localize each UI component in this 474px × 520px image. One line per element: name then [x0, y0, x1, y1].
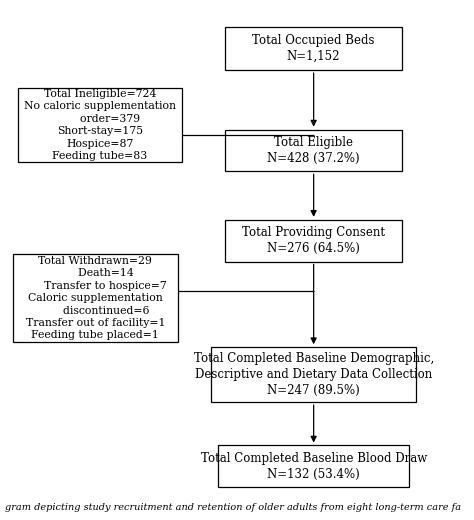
Text: gram depicting study recruitment and retention of older adults from eight long-t: gram depicting study recruitment and ret… — [5, 503, 461, 512]
FancyBboxPatch shape — [226, 129, 402, 171]
Text: Total Providing Consent
N=276 (64.5%): Total Providing Consent N=276 (64.5%) — [242, 226, 385, 255]
FancyBboxPatch shape — [18, 88, 182, 162]
Text: Total Occupied Beds
N=1,152: Total Occupied Beds N=1,152 — [252, 34, 375, 63]
FancyBboxPatch shape — [226, 220, 402, 262]
FancyBboxPatch shape — [13, 254, 178, 342]
Text: Total Completed Baseline Blood Draw
N=132 (53.4%): Total Completed Baseline Blood Draw N=13… — [201, 452, 427, 481]
FancyBboxPatch shape — [226, 27, 402, 70]
FancyBboxPatch shape — [219, 446, 409, 487]
Text: Total Ineligible=724
No caloric supplementation
      order=379
Short-stay=175
H: Total Ineligible=724 No caloric suppleme… — [24, 89, 176, 161]
Text: Total Withdrawn=29
      Death=14
      Transfer to hospice=7
Caloric supplement: Total Withdrawn=29 Death=14 Transfer to … — [23, 256, 167, 341]
Text: Total Completed Baseline Demographic,
Descriptive and Dietary Data Collection
N=: Total Completed Baseline Demographic, De… — [193, 352, 434, 397]
Text: Total Eligible
N=428 (37.2%): Total Eligible N=428 (37.2%) — [267, 136, 360, 165]
FancyBboxPatch shape — [211, 347, 416, 402]
